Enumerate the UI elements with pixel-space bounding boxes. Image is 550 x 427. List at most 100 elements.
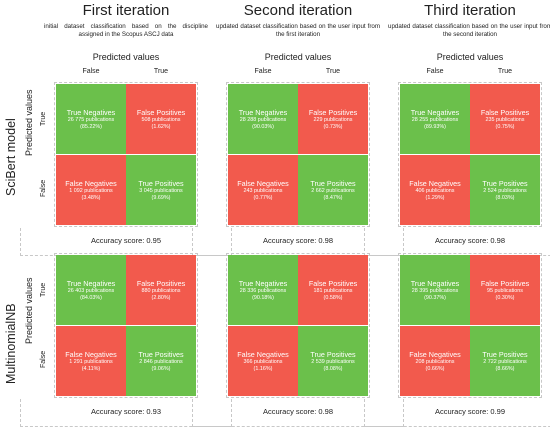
- cell-count: 2 524 publications: [483, 187, 527, 194]
- cell-count: 229 publications: [313, 116, 353, 123]
- false-negatives-cell: False Negatives 243 publications (0.77%): [228, 155, 298, 225]
- matrix-frame: [226, 82, 370, 227]
- cell-count: 3 045 publications: [139, 187, 183, 194]
- cell-count: 26 775 publications: [67, 116, 115, 123]
- false-positives-cell: False Positives 181 publications (0.58%): [298, 255, 368, 325]
- model-label: MultinomialNB: [4, 303, 18, 384]
- predicted-false-label: False: [82, 68, 100, 75]
- cell-percent: (0.77%): [253, 194, 273, 201]
- cell-percent: (1.62%): [151, 123, 171, 130]
- false-negatives-cell: False Negatives 208 publications (0.66%): [400, 326, 470, 396]
- true-positives-cell: True Positives 2 539 publications (8.08%): [298, 326, 368, 396]
- cell-count: 28 255 publications: [411, 116, 459, 123]
- cell-percent: (1.16%): [253, 365, 273, 372]
- true-negatives-cell: True Negatives 28 288 publications (90.03%…: [228, 84, 298, 154]
- actual-false-label: False: [40, 350, 47, 368]
- iteration-description: updated dataset classification based on …: [388, 23, 550, 38]
- cell-label: False Negatives: [65, 178, 117, 188]
- cell-percent: (1.29%): [425, 194, 445, 201]
- iteration-title: First iteration: [82, 2, 170, 19]
- false-negatives-cell: False Negatives 366 publications (1.16%): [228, 326, 298, 396]
- cell-count: 2 722 publications: [483, 358, 527, 365]
- cell-percent: (89.93%): [424, 123, 446, 130]
- cell-percent: (9.06%): [151, 365, 171, 372]
- iteration-description: updated dataset classification based on …: [216, 23, 380, 38]
- predicted-true-label: True: [153, 68, 169, 75]
- cell-count: 2 846 publications: [139, 358, 183, 365]
- cell-percent: (0.66%): [425, 365, 445, 372]
- matrix-frame: [226, 253, 370, 398]
- cell-label: True Positives: [310, 178, 356, 188]
- true-negatives-cell: True Negatives 26 403 publications (84.03%…: [56, 255, 126, 325]
- false-positives-cell: False Positives 235 publications (0.75%): [470, 84, 540, 154]
- cell-count: 28 395 publications: [411, 287, 459, 294]
- cell-count: 1 291 publications: [69, 358, 113, 365]
- predicted-values-side-label: Predicted values: [24, 89, 34, 156]
- cell-percent: (9.69%): [151, 194, 171, 201]
- iteration-description: initial dataset classification based on …: [44, 23, 208, 38]
- cell-percent: (0.75%): [495, 123, 515, 130]
- true-positives-cell: True Positives 2 846 publications (9.06%): [126, 326, 196, 396]
- accuracy-score: Accuracy score: 0.93: [90, 407, 162, 416]
- cell-label: True Negatives: [410, 107, 460, 117]
- cell-count: 880 publications: [141, 287, 181, 294]
- false-positives-cell: False Positives 95 publications (0.30%): [470, 255, 540, 325]
- cell-percent: (0.73%): [323, 123, 343, 130]
- cell-percent: (8.03%): [495, 194, 515, 201]
- cell-label: True Positives: [482, 178, 528, 188]
- true-positives-cell: True Positives 2 524 publications (8.03%): [470, 155, 540, 225]
- cell-count: 95 publications: [487, 287, 523, 294]
- cell-label: True Positives: [138, 178, 184, 188]
- true-positives-cell: True Positives 2 722 publications (8.66%): [470, 326, 540, 396]
- cell-percent: (90.03%): [252, 123, 274, 130]
- iteration-title: Second iteration: [243, 2, 353, 19]
- true-negatives-cell: True Negatives 26 775 publications (85.22%…: [56, 84, 126, 154]
- true-positives-cell: True Positives 2 662 publications (8.47%): [298, 155, 368, 225]
- cell-percent: (90.18%): [252, 294, 274, 301]
- false-negatives-cell: False Negatives 406 publications (1.29%): [400, 155, 470, 225]
- true-negatives-cell: True Negatives 28 336 publications (90.18%…: [228, 255, 298, 325]
- cell-label: False Positives: [480, 278, 530, 288]
- cell-label: False Positives: [136, 107, 186, 117]
- cell-label: True Negatives: [238, 107, 288, 117]
- predicted-values-header: Predicted values: [92, 52, 160, 62]
- model-label: SciBert model: [4, 118, 18, 196]
- cell-label: False Negatives: [237, 178, 289, 188]
- cell-percent: (8.47%): [323, 194, 343, 201]
- false-positives-cell: False Positives 508 publications (1.62%): [126, 84, 196, 154]
- cell-label: True Negatives: [66, 107, 116, 117]
- iteration-title: Third iteration: [424, 2, 516, 19]
- cell-label: False Negatives: [409, 349, 461, 359]
- cell-percent: (85.22%): [80, 123, 102, 130]
- cell-count: 26 403 publications: [67, 287, 115, 294]
- predicted-values-header: Predicted values: [264, 52, 332, 62]
- accuracy-score: Accuracy score: 0.98: [262, 236, 334, 245]
- cell-percent: (84.03%): [80, 294, 102, 301]
- cell-label: False Positives: [308, 278, 358, 288]
- cell-percent: (4.11%): [81, 365, 101, 372]
- predicted-true-label: True: [325, 68, 341, 75]
- cell-count: 508 publications: [141, 116, 181, 123]
- cell-count: 366 publications: [243, 358, 283, 365]
- accuracy-score: Accuracy score: 0.98: [434, 236, 506, 245]
- false-positives-cell: False Positives 880 publications (2.80%): [126, 255, 196, 325]
- true-positives-cell: True Positives 3 045 publications (9.69%): [126, 155, 196, 225]
- cell-percent: (3.48%): [81, 194, 101, 201]
- false-negatives-cell: False Negatives 1 291 publications (4.11%): [56, 326, 126, 396]
- cell-label: False Negatives: [65, 349, 117, 359]
- cell-count: 181 publications: [313, 287, 353, 294]
- cell-count: 28 288 publications: [239, 116, 287, 123]
- predicted-false-label: False: [254, 68, 272, 75]
- cell-percent: (8.66%): [495, 365, 515, 372]
- predicted-true-label: True: [497, 68, 513, 75]
- accuracy-score: Accuracy score: 0.98: [262, 407, 334, 416]
- cell-count: 208 publications: [415, 358, 455, 365]
- cell-label: False Positives: [480, 107, 530, 117]
- cell-count: 406 publications: [415, 187, 455, 194]
- accuracy-score: Accuracy score: 0.95: [90, 236, 162, 245]
- matrix-frame: [54, 82, 198, 227]
- actual-true-label: True: [40, 111, 47, 126]
- cell-label: True Negatives: [410, 278, 460, 288]
- cell-percent: (2.80%): [151, 294, 171, 301]
- cell-label: True Positives: [482, 349, 528, 359]
